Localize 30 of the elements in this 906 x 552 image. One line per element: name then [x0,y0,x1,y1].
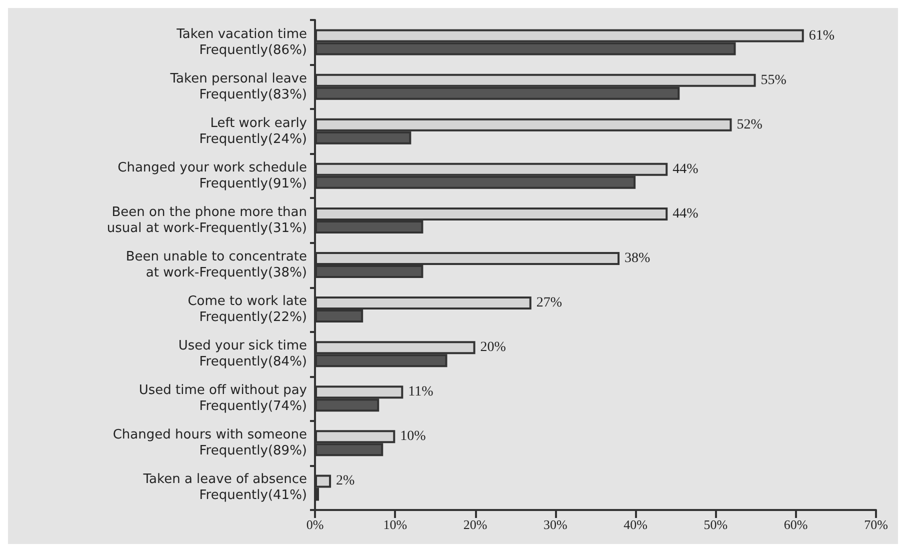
data-label: 61% [808,28,835,44]
x-tick-label: 60% [784,517,808,532]
data-label: 52% [736,117,763,132]
data-label: 44% [672,162,699,177]
x-tick-label: 0% [306,517,324,532]
y-tick-label: Changed your work schedule Frequently(91%) [118,160,307,192]
x-tick-label: 70% [864,517,888,532]
x-tick-label: 10% [383,517,408,532]
y-tick-label: Come to work late Frequently(22%) [188,294,307,326]
data-label: 2% [336,474,356,489]
y-tick-label: Left work early Frequently(24%) [199,116,308,147]
y-tick-label: Taken a leave of absence Frequently(41%) [142,472,307,504]
y-tick-label: Changed hours with someone Frequently(89%) [112,428,307,459]
x-tick-label: 30% [544,517,568,532]
x-tick-label: 50% [704,517,728,532]
data-label: 38% [624,251,651,266]
y-tick-label: Been on the phone more than usual at work-Frequently(31%) [106,204,307,236]
data-label: 11% [408,384,434,400]
data-label: 10% [400,429,426,444]
x-tick-label: 20% [463,517,488,532]
data-label: 27% [536,296,562,311]
data-label: 20% [480,340,506,356]
y-tick-label: Taken personal leave Frequently(83%) [169,71,307,102]
y-tick-label: Taken vacation time Frequently(86%) [176,26,307,58]
y-tick-label: Used time off without pay Frequently(74%) [138,383,308,414]
y-tick-label: Been unable to concentrate at work-Frequently(38%) [126,250,307,280]
data-label: 44% [672,206,699,222]
data-label: 55% [760,72,787,88]
y-tick-label: Used your sick time Frequently(84%) [178,338,307,370]
x-tick-label: 40% [624,517,648,532]
